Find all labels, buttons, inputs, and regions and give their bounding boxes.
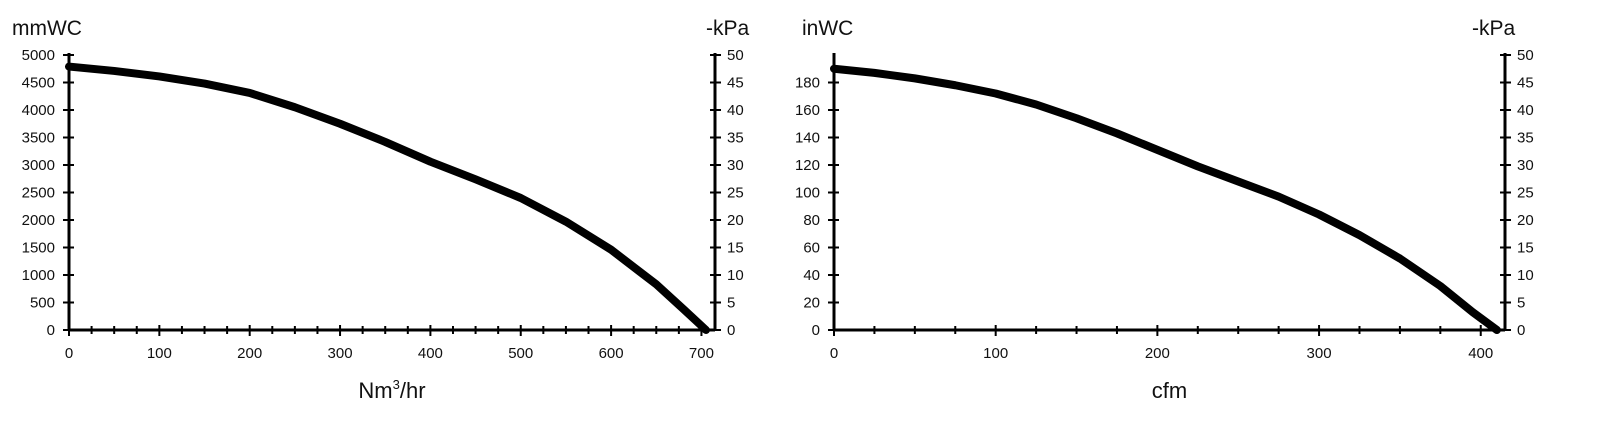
- y-tick-label-right: 50: [727, 47, 744, 64]
- x-tick-label: 500: [508, 345, 533, 362]
- x-tick-label: 0: [830, 345, 838, 362]
- x-tick-label: 400: [1468, 345, 1493, 362]
- y-tick-label-right: 45: [727, 75, 744, 92]
- y-tick-label-left: 80: [803, 212, 820, 229]
- y-tick-label-right: 30: [1517, 157, 1534, 174]
- y-tick-label-right: 10: [1517, 267, 1534, 284]
- y-tick-label-right: 35: [727, 130, 744, 147]
- y-tick-label-right: 50: [1517, 47, 1534, 64]
- x-axis-label-suffix: /hr: [400, 378, 426, 403]
- y-tick-label-left: 4000: [22, 102, 55, 119]
- y-tick-label-right: 35: [1517, 130, 1534, 147]
- y-tick-label-left: 500: [30, 295, 55, 312]
- y-tick-label-left: 3500: [22, 130, 55, 147]
- y-tick-label-left: 160: [795, 102, 820, 119]
- y-tick-label-left: 3000: [22, 157, 55, 174]
- y-tick-label-right: 45: [1517, 75, 1534, 92]
- x-tick-label: 600: [599, 345, 624, 362]
- y-axis-label-right: -kPa: [706, 17, 750, 40]
- x-tick-label: 200: [237, 345, 262, 362]
- x-axis-label-superscript: 3: [393, 377, 400, 392]
- y-tick-label-left: 0: [47, 322, 55, 339]
- x-tick-label: 300: [1307, 345, 1332, 362]
- y-tick-label-right: 10: [727, 267, 744, 284]
- y-axis-label-right: -kPa: [1472, 17, 1516, 40]
- x-tick-label: 100: [147, 345, 172, 362]
- x-tick-label: 300: [328, 345, 353, 362]
- x-tick-label: 0: [65, 345, 73, 362]
- y-tick-label-left: 0: [812, 322, 820, 339]
- y-tick-label-right: 25: [1517, 185, 1534, 202]
- y-tick-label-right: 0: [727, 322, 735, 339]
- y-axis-label-left: mmWC: [12, 17, 82, 40]
- y-tick-label-left: 140: [795, 130, 820, 147]
- y-tick-label-left: 4500: [22, 75, 55, 92]
- y-tick-label-left: 1500: [22, 240, 55, 257]
- y-tick-label-left: 2000: [22, 212, 55, 229]
- x-axis-label: Nm3/hr: [358, 377, 425, 403]
- y-tick-label-left: 60: [803, 240, 820, 257]
- series-line: [65, 62, 710, 334]
- chart-panel-right: 0 20 40 60 80 100 120 140 160 180 0 5 10 15 20 25 30 35 40…: [795, 17, 1534, 403]
- y-tick-label-right: 30: [727, 157, 744, 174]
- y-tick-label-left: 2500: [22, 185, 55, 202]
- x-axis-label-main: cfm: [1152, 378, 1187, 403]
- x-tick-label: 200: [1145, 345, 1170, 362]
- x-axis-label-main: Nm: [358, 378, 392, 403]
- y-tick-label-left: 180: [795, 75, 820, 92]
- y-tick-label-right: 40: [727, 102, 744, 119]
- y-axis-label-left: inWC: [802, 17, 853, 40]
- y-tick-label-left: 1000: [22, 267, 55, 284]
- x-axis-label: cfm: [1152, 378, 1187, 403]
- y-tick-label-left: 5000: [22, 47, 55, 64]
- y-tick-label-left: 40: [803, 267, 820, 284]
- y-tick-label-right: 5: [1517, 295, 1525, 312]
- y-tick-label-right: 40: [1517, 102, 1534, 119]
- chart-panel-left: 0500100015002000250030003500400045005000…: [12, 17, 750, 403]
- y-tick-label-right: 0: [1517, 322, 1525, 339]
- y-tick-label-left: 100: [795, 185, 820, 202]
- x-tick-label: 400: [418, 345, 443, 362]
- y-tick-label-right: 15: [727, 240, 744, 257]
- y-tick-label-right: 20: [727, 212, 744, 229]
- y-tick-label-left: 20: [803, 295, 820, 312]
- y-tick-label-right: 15: [1517, 240, 1534, 257]
- y-tick-label-right: 25: [727, 185, 744, 202]
- y-tick-label-right: 5: [727, 295, 735, 312]
- y-tick-label-right: 20: [1517, 212, 1534, 229]
- series-line: [830, 64, 1501, 334]
- x-tick-label: 100: [983, 345, 1008, 362]
- y-tick-label-left: 120: [795, 157, 820, 174]
- x-tick-label: 700: [689, 345, 714, 362]
